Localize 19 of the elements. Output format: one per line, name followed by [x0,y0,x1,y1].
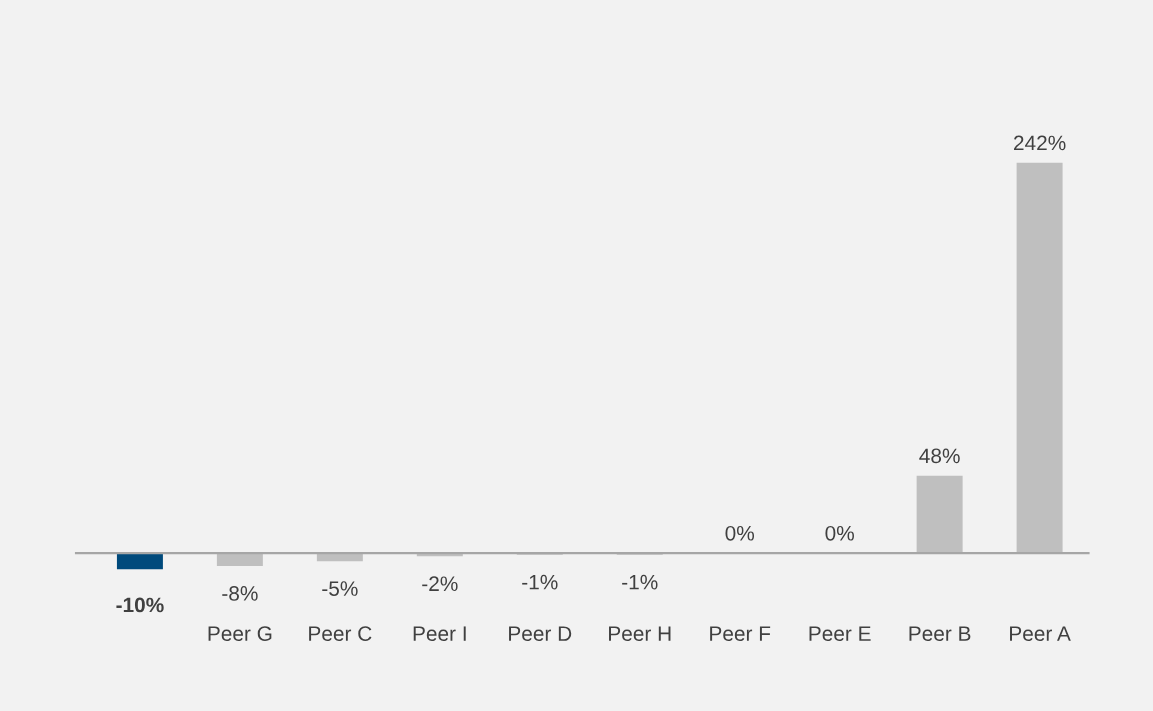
x-tick-label: Peer I [413,626,466,641]
data-label: 0% [825,525,854,541]
x-tick-label: Peer E [809,626,871,641]
data-label: -1% [522,574,558,590]
data-label: 48% [919,448,960,464]
data-label: -10% [116,597,164,613]
data-label: 242% [1014,135,1066,151]
data-label: -1% [622,574,658,590]
x-tick-label: Peer F [710,626,771,641]
x-tick-label: Peer A [1010,626,1071,641]
x-tick-label: Peer H [609,626,671,641]
data-label: 0% [725,525,755,541]
data-label: -8% [222,586,258,601]
x-tick-label: Peer D [509,626,572,641]
x-tick-label: Peer B [909,626,971,641]
x-tick-label: Peer C [309,626,372,641]
data-label: -2% [422,576,458,592]
x-tick-label: Peer G [208,626,272,641]
data-label: -5% [322,581,358,596]
